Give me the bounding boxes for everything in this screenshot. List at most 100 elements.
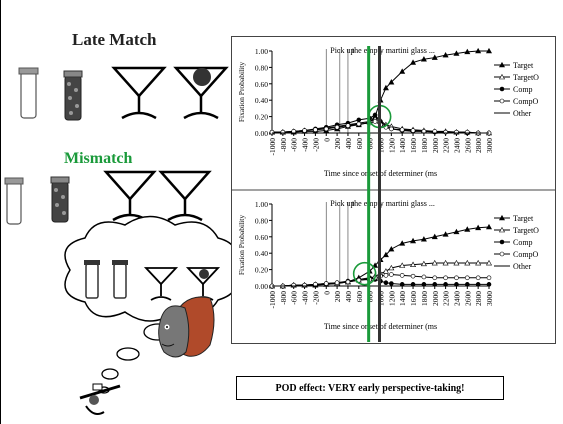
- x-axis-label: Time since onset of determiner (ms: [324, 322, 437, 331]
- data-point: [388, 245, 395, 252]
- x-tick-label: 1200: [387, 138, 396, 153]
- data-point: [356, 117, 362, 123]
- martini-glass-icon: [143, 267, 179, 301]
- y-tick-label: 0.00: [255, 282, 268, 291]
- x-tick-label: 2400: [452, 291, 461, 306]
- chart-panel: 0.00 0.20 0.40 0.60 0.80 1.00 -1000 -800 -600 -40…: [231, 36, 556, 344]
- y-tick-label: 1.00: [255, 47, 268, 56]
- empty-jar-icon: [112, 260, 128, 299]
- x-tick-label: 1000: [377, 291, 386, 306]
- data-point: [372, 119, 378, 124]
- x-tick-label: 800: [366, 138, 375, 150]
- data-point: [464, 48, 471, 55]
- legend-label: Comp: [513, 85, 533, 94]
- legend-marker: [499, 251, 505, 257]
- x-tick-label: 2800: [474, 138, 483, 153]
- x-tick-label: -400: [301, 291, 310, 305]
- sentence-word: Pick up: [330, 46, 354, 55]
- sentence-word: the empty martini glass ...: [352, 199, 435, 208]
- data-point: [454, 129, 459, 135]
- data-point: [389, 126, 394, 132]
- x-tick-label: 0: [322, 291, 331, 295]
- person-head-icon: [158, 296, 215, 358]
- data-point: [269, 129, 275, 135]
- data-point: [410, 237, 417, 244]
- y-tick-label: 1.00: [255, 200, 268, 209]
- data-point: [442, 259, 449, 266]
- data-point: [378, 122, 383, 128]
- bead-jar-icon: [63, 70, 83, 121]
- data-point: [454, 275, 459, 281]
- data-point: [382, 251, 389, 258]
- data-point: [291, 282, 297, 288]
- data-point: [388, 79, 395, 85]
- data-point: [443, 275, 448, 281]
- data-point: [356, 121, 362, 127]
- data-point: [345, 123, 351, 128]
- y-tick-label: 0.60: [255, 80, 268, 89]
- x-tick-label: 2400: [452, 138, 461, 153]
- x-tick-label: 600: [355, 138, 364, 150]
- y-tick-label: 0.20: [255, 113, 268, 122]
- skier-icon: [79, 383, 121, 415]
- data-point: [443, 129, 448, 135]
- x-tick-label: 200: [333, 291, 342, 303]
- empty-jar-icon: [18, 67, 39, 119]
- x-tick-label: 1800: [420, 291, 429, 306]
- data-point: [464, 259, 471, 266]
- data-point: [485, 47, 493, 54]
- y-axis-label: Fixation Probability: [237, 215, 246, 275]
- data-point: [420, 260, 427, 267]
- legend-marker: [499, 98, 505, 104]
- mismatch-title: Mismatch: [64, 150, 133, 167]
- x-tick-label: -800: [279, 138, 288, 152]
- data-point: [465, 129, 470, 135]
- data-point: [399, 68, 406, 74]
- legend-label: TargetO: [513, 226, 539, 235]
- y-axis-label: Fixation Probability: [237, 62, 246, 122]
- data-point: [345, 279, 351, 285]
- fixation-charts: 0.000.200.400.600.801.00-1000 -800 -600 -40…: [232, 46, 555, 331]
- y-tick-label: 0.60: [255, 233, 268, 242]
- x-tick-label: 1200: [387, 291, 396, 306]
- sentence-word: the empty martini glass ...: [352, 46, 435, 55]
- data-point: [383, 273, 389, 278]
- x-tick-label: 400: [344, 138, 353, 150]
- legend-label: CompO: [513, 97, 539, 106]
- data-point: [378, 278, 383, 284]
- data-point: [302, 282, 307, 288]
- y-tick-label: 0.20: [255, 266, 268, 275]
- x-axis-label: Time since onset of determiner (ms: [324, 169, 437, 178]
- empty-jar-icon: [4, 177, 24, 225]
- data-point: [475, 224, 482, 231]
- x-tick-label: 2800: [474, 291, 483, 306]
- data-point: [280, 129, 286, 135]
- data-point: [399, 127, 405, 133]
- data-point: [378, 273, 383, 279]
- data-point: [323, 126, 329, 132]
- x-tick-label: 2600: [463, 291, 472, 306]
- data-point: [431, 233, 438, 240]
- slide-border: [0, 0, 1, 424]
- legend-label: Comp: [513, 238, 533, 247]
- x-tick-label: 1000: [377, 138, 386, 153]
- y-tick-label: 0.80: [255, 216, 268, 225]
- legend-label: Other: [513, 262, 532, 271]
- olive-martini-glass-icon: [173, 66, 229, 120]
- data-point: [410, 261, 417, 267]
- data-point: [465, 275, 470, 281]
- x-tick-label: 1600: [409, 291, 418, 306]
- x-tick-label: -200: [311, 291, 320, 305]
- x-tick-label: 2000: [431, 138, 440, 153]
- data-point: [410, 59, 417, 65]
- x-tick-label: -600: [290, 138, 299, 152]
- data-point: [485, 223, 493, 230]
- x-tick-label: -400: [301, 138, 310, 152]
- data-point: [442, 51, 449, 58]
- data-point: [431, 54, 438, 60]
- data-point: [432, 275, 438, 281]
- legend-marker: [498, 226, 506, 233]
- x-tick-label: 2200: [442, 291, 451, 306]
- data-point: [485, 259, 493, 266]
